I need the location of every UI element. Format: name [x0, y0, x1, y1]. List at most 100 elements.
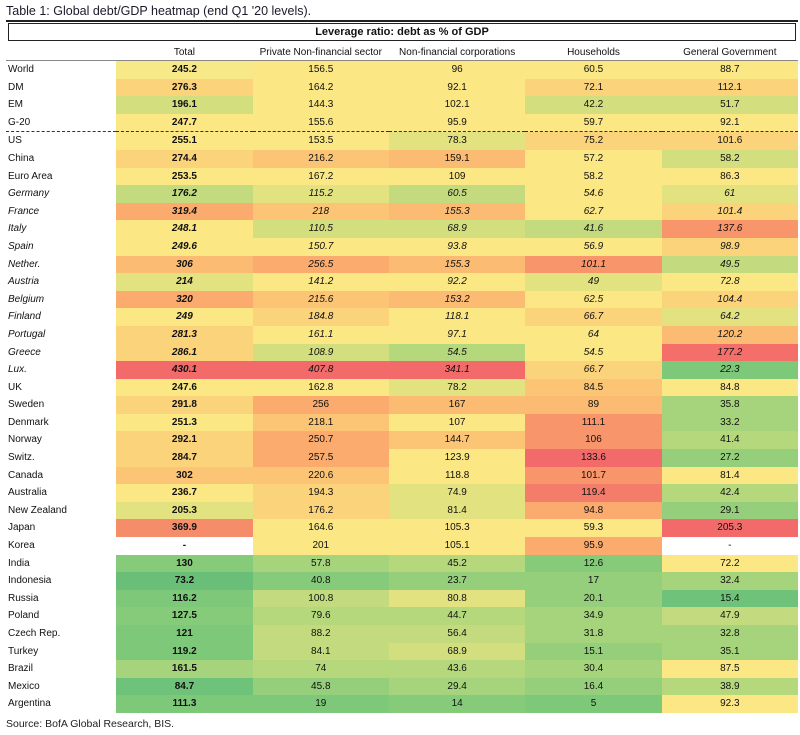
row-label: India: [8, 557, 30, 569]
table-row: Russia 116.2 100.8 80.8 20.1 15.4: [6, 589, 798, 608]
row-label: G-20: [8, 116, 31, 128]
cell-nonfinancial-corporations: 159.1: [388, 149, 526, 168]
cell-nonfinancial-corporations: 118.1: [388, 308, 526, 326]
cell-general-government: 27.2: [661, 449, 798, 467]
cell-nonfinancial-corporations: 105.3: [388, 519, 526, 538]
table-row: Denmark 251.3 218.1 107 111.1 33.2: [6, 413, 798, 432]
cell-general-government: 84.8: [661, 378, 798, 397]
cell-private-nonfinancial: 110.5: [252, 220, 389, 238]
table-row: Sweden 291.8 256 167 89 35.8: [6, 396, 798, 414]
cell-total: 248.1: [116, 220, 253, 238]
cell-nonfinancial-corporations: 68.9: [388, 642, 526, 661]
cell-total: 274.4: [116, 149, 253, 168]
cell-nonfinancial-corporations: 14: [388, 695, 526, 713]
cell-households: 119.4: [525, 484, 662, 502]
table-row: Belgium 320 215.6 153.2 62.5 104.4: [6, 290, 798, 309]
cell-households: 57.2: [525, 149, 662, 168]
cell-total: 247.7: [116, 113, 253, 132]
cell-private-nonfinancial: 45.8: [252, 677, 389, 696]
row-label: Spain: [8, 240, 34, 252]
cell-households: 133.6: [525, 449, 662, 467]
cell-private-nonfinancial: 84.1: [252, 642, 389, 661]
cell-general-government: 88.7: [661, 60, 798, 79]
table-row: World 245.2 156.5 96 60.5 88.7: [6, 60, 798, 79]
cell-nonfinancial-corporations: 29.4: [388, 677, 526, 696]
cell-total: 284.7: [116, 449, 253, 467]
cell-general-government: 41.4: [661, 431, 798, 450]
row-label: Mexico: [8, 680, 40, 692]
row-label: Indonesia: [8, 575, 52, 587]
cell-households: 72.1: [525, 78, 662, 97]
cell-general-government: 92.3: [661, 695, 798, 713]
row-label: New Zealand: [8, 504, 67, 516]
cell-nonfinancial-corporations: 68.9: [388, 220, 526, 238]
cell-households: 59.7: [525, 113, 662, 132]
cell-total: 281.3: [116, 325, 253, 344]
cell-nonfinancial-corporations: 81.4: [388, 501, 526, 520]
cell-private-nonfinancial: 57.8: [252, 554, 389, 573]
cell-nonfinancial-corporations: 43.6: [388, 660, 526, 678]
cell-general-government: 104.4: [661, 290, 798, 309]
cell-households: 84.5: [525, 378, 662, 397]
cell-nonfinancial-corporations: 118.8: [388, 466, 526, 485]
cell-households: 66.7: [525, 308, 662, 326]
table-row: Poland 127.5 79.6 44.7 34.9 47.9: [6, 607, 798, 625]
cell-general-government: 35.1: [661, 642, 798, 661]
cell-general-government: 33.2: [661, 413, 798, 432]
title-rule: [6, 20, 798, 22]
row-label: Sweden: [8, 399, 45, 411]
cell-nonfinancial-corporations: 23.7: [388, 572, 526, 590]
cell-nonfinancial-corporations: 56.4: [388, 625, 526, 643]
cell-general-government: 87.5: [661, 660, 798, 678]
table-row: UK 247.6 162.8 78.2 84.5 84.8: [6, 378, 798, 397]
cell-nonfinancial-corporations: 92.2: [388, 273, 526, 291]
cell-general-government: 72.8: [661, 273, 798, 291]
cell-households: 64: [525, 325, 662, 344]
cell-households: 42.2: [525, 96, 662, 114]
cell-private-nonfinancial: 167.2: [252, 167, 389, 186]
cell-total: 291.8: [116, 396, 253, 414]
cell-private-nonfinancial: 250.7: [252, 431, 389, 450]
table-row: Czech Rep. 121 88.2 56.4 31.8 32.8: [6, 625, 798, 643]
cell-households: 94.8: [525, 501, 662, 520]
cell-private-nonfinancial: 155.6: [252, 113, 389, 132]
cell-total: 84.7: [116, 677, 253, 696]
cell-nonfinancial-corporations: 341.1: [388, 361, 526, 379]
cell-total: 214: [116, 273, 253, 291]
row-label: Norway: [8, 434, 42, 446]
table-row: Turkey 119.2 84.1 68.9 15.1 35.1: [6, 642, 798, 661]
row-label: Korea: [8, 540, 35, 552]
cell-private-nonfinancial: 79.6: [252, 607, 389, 625]
source-note: Source: BofA Global Research, BIS.: [6, 718, 175, 730]
cell-general-government: 81.4: [661, 466, 798, 485]
row-label: Lux.: [8, 364, 27, 376]
cell-nonfinancial-corporations: 155.3: [388, 255, 526, 274]
cell-private-nonfinancial: 164.6: [252, 519, 389, 538]
row-label: Russia: [8, 592, 39, 604]
cell-total: 320: [116, 290, 253, 309]
cell-general-government: 101.6: [661, 131, 798, 150]
cell-general-government: 58.2: [661, 149, 798, 168]
row-label: Austria: [8, 276, 40, 288]
cell-total: 121: [116, 625, 253, 643]
cell-nonfinancial-corporations: 109: [388, 167, 526, 186]
header-nonfinancial-corporations: Non-financial corporations: [388, 44, 526, 61]
cell-households: 58.2: [525, 167, 662, 186]
cell-households: 15.1: [525, 642, 662, 661]
cell-private-nonfinancial: 100.8: [252, 589, 389, 608]
table-row: Austria 214 141.2 92.2 49 72.8: [6, 273, 798, 291]
cell-private-nonfinancial: 19: [252, 695, 389, 713]
cell-private-nonfinancial: 40.8: [252, 572, 389, 590]
cell-general-government: 98.9: [661, 237, 798, 256]
cell-general-government: 137.6: [661, 220, 798, 238]
row-label: Greece: [8, 346, 41, 358]
cell-total: 251.3: [116, 413, 253, 432]
cell-nonfinancial-corporations: 92.1: [388, 78, 526, 97]
cell-total: 130: [116, 554, 253, 573]
cell-households: 106: [525, 431, 662, 450]
table-row: US 255.1 153.5 78.3 75.2 101.6: [6, 131, 798, 150]
cell-households: 16.4: [525, 677, 662, 696]
cell-households: 30.4: [525, 660, 662, 678]
cell-households: 62.5: [525, 290, 662, 309]
cell-households: 56.9: [525, 237, 662, 256]
